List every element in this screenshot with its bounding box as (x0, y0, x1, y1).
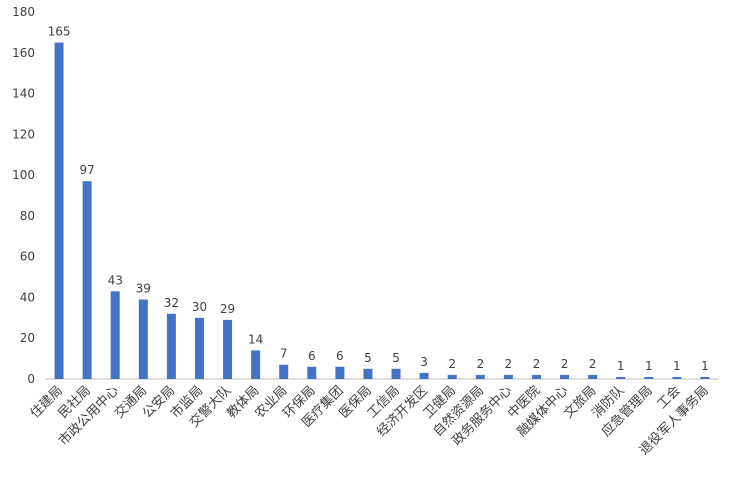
data-label: 2 (448, 357, 456, 371)
y-tick-label: 60 (20, 250, 35, 264)
bar (251, 350, 261, 379)
data-label: 14 (248, 332, 263, 346)
data-label: 165 (48, 25, 71, 39)
data-label: 1 (701, 359, 709, 373)
data-label: 2 (533, 357, 541, 371)
data-label: 39 (136, 281, 151, 295)
y-tick-label: 120 (12, 127, 35, 141)
data-label: 97 (79, 163, 94, 177)
data-label: 30 (192, 300, 207, 314)
data-label: 5 (392, 351, 400, 365)
data-label: 43 (108, 273, 123, 287)
bar (419, 372, 429, 379)
y-tick-label: 140 (12, 87, 35, 101)
bar (166, 313, 176, 379)
bar (279, 364, 289, 379)
bar (447, 374, 457, 379)
data-label: 1 (673, 359, 681, 373)
bar (475, 374, 485, 379)
y-tick-label: 40 (20, 290, 35, 304)
bar (644, 376, 654, 379)
y-tick-label: 80 (20, 209, 35, 223)
data-label: 3 (420, 355, 428, 369)
data-label: 6 (336, 349, 344, 363)
y-tick-label: 100 (12, 168, 35, 182)
bar (363, 368, 373, 379)
bar (110, 291, 120, 379)
bar (503, 374, 513, 379)
data-label: 1 (617, 359, 625, 373)
bar (223, 319, 233, 379)
y-tick-label: 180 (12, 5, 35, 19)
data-label: 7 (280, 347, 288, 361)
bar (391, 368, 401, 379)
data-label: 32 (164, 296, 179, 310)
bar (531, 374, 541, 379)
bar (672, 376, 682, 379)
bar (307, 366, 317, 379)
bar (700, 376, 710, 379)
bar (194, 317, 204, 379)
data-label: 2 (505, 357, 513, 371)
data-label: 2 (589, 357, 597, 371)
y-tick-label: 20 (20, 331, 35, 345)
data-label: 2 (561, 357, 569, 371)
bar (54, 42, 64, 379)
data-label: 29 (220, 302, 235, 316)
data-label: 5 (364, 351, 372, 365)
y-tick-label: 160 (12, 46, 35, 60)
data-label: 6 (308, 349, 316, 363)
y-tick-label: 0 (27, 372, 35, 386)
data-label: 2 (476, 357, 484, 371)
bar (138, 299, 148, 379)
data-label: 1 (645, 359, 653, 373)
bar (82, 181, 92, 379)
bar (560, 374, 570, 379)
bar (616, 376, 626, 379)
bar (335, 366, 345, 379)
bar (588, 374, 598, 379)
